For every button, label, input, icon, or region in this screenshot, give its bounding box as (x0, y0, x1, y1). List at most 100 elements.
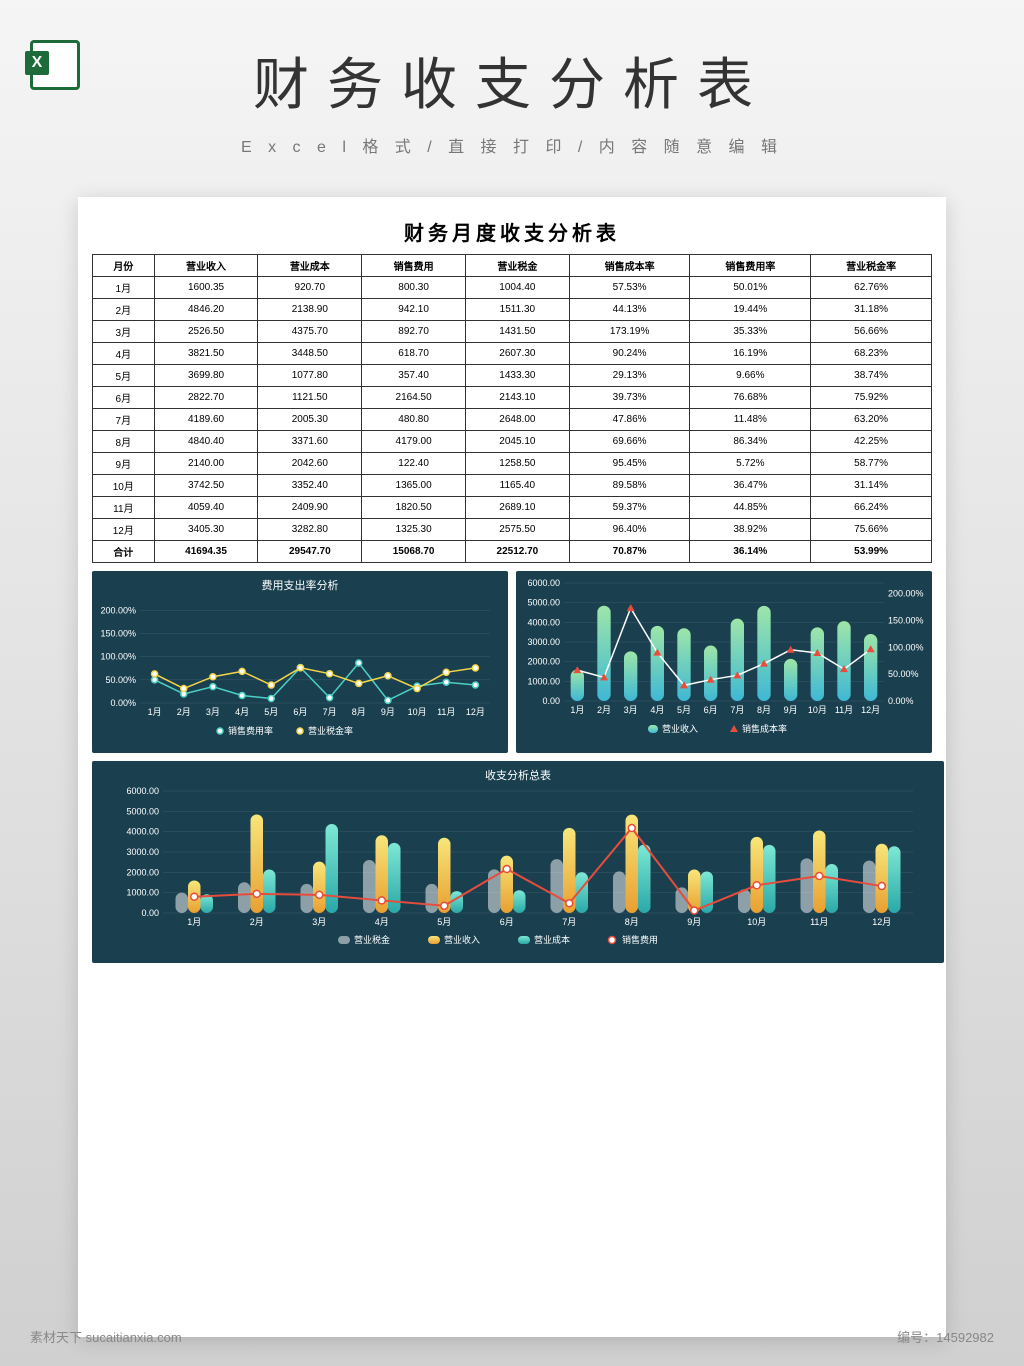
svg-text:7月: 7月 (730, 705, 744, 715)
table-row: 7月4189.602005.30480.802648.0047.86%11.48… (93, 409, 932, 431)
svg-text:9月: 9月 (687, 917, 701, 927)
document-preview: 财务月度收支分析表 月份营业收入营业成本销售费用营业税金销售成本率销售费用率营业… (78, 197, 946, 1337)
svg-text:1000.00: 1000.00 (527, 676, 560, 686)
svg-text:4000.00: 4000.00 (527, 617, 560, 627)
svg-text:4月: 4月 (375, 917, 389, 927)
table-row: 2月4846.202138.90942.101511.3044.13%19.44… (93, 299, 932, 321)
table-row: 1月1600.35920.70800.301004.4057.53%50.01%… (93, 277, 932, 299)
svg-text:100.00%: 100.00% (100, 652, 136, 662)
svg-text:6月: 6月 (293, 707, 307, 717)
chart-revenue-cost: 0.001000.002000.003000.004000.005000.006… (516, 571, 932, 753)
svg-text:5月: 5月 (264, 707, 278, 717)
svg-text:6000.00: 6000.00 (126, 787, 159, 796)
svg-text:4月: 4月 (235, 707, 249, 717)
svg-text:11月: 11月 (835, 705, 853, 715)
table-row: 12月3405.303282.801325.302575.5096.40%38.… (93, 519, 932, 541)
svg-text:0.00: 0.00 (542, 696, 560, 706)
svg-text:5000.00: 5000.00 (527, 598, 560, 608)
table-row: 3月2526.504375.70892.701431.50173.19%35.3… (93, 321, 932, 343)
subtitle: E x c e l 格 式 / 直 接 打 印 / 内 容 随 意 编 辑 (0, 133, 1024, 157)
doc-title: 财务月度收支分析表 (92, 211, 932, 254)
svg-text:2月: 2月 (597, 705, 611, 715)
table-row: 8月4840.403371.604179.002045.1069.66%86.3… (93, 431, 932, 453)
svg-text:150.00%: 150.00% (100, 628, 136, 638)
svg-text:2月: 2月 (250, 917, 264, 927)
svg-text:销售费用: 销售费用 (622, 934, 658, 945)
svg-text:10月: 10月 (408, 707, 427, 717)
svg-text:7月: 7月 (562, 917, 576, 927)
svg-text:6月: 6月 (704, 705, 718, 715)
svg-text:11月: 11月 (437, 707, 455, 717)
svg-text:6000.00: 6000.00 (527, 578, 560, 588)
svg-text:0.00: 0.00 (141, 908, 159, 918)
main-title: 财务收支分析表 (0, 40, 1024, 121)
svg-text:1月: 1月 (148, 707, 162, 717)
svg-text:5月: 5月 (677, 705, 691, 715)
svg-text:8月: 8月 (352, 707, 366, 717)
charts-row: 费用支出率分析 0.00% 50.00% 100.00% 150.00% 200.00%… (92, 571, 932, 753)
table-header: 营业税金 (465, 255, 569, 277)
table-row: 11月4059.402409.901820.502689.1059.37%44.… (93, 497, 932, 519)
svg-text:3月: 3月 (624, 705, 638, 715)
svg-text:12月: 12月 (872, 917, 891, 927)
svg-text:3000.00: 3000.00 (126, 847, 159, 857)
table-row: 9月2140.002042.60122.401258.5095.45%5.72%… (93, 453, 932, 475)
svg-text:100.00%: 100.00% (888, 642, 924, 652)
svg-text:5月: 5月 (437, 917, 451, 927)
chart-summary: 收支分析总表 0.001000.002000.003000.004000.005… (92, 761, 944, 963)
svg-text:营业成本: 营业成本 (534, 934, 570, 945)
svg-text:4月: 4月 (650, 705, 664, 715)
svg-text:7月: 7月 (323, 707, 337, 717)
table-header: 营业税金率 (811, 255, 932, 277)
svg-text:2000.00: 2000.00 (126, 867, 159, 877)
table-row: 10月3742.503352.401365.001165.4089.58%36.… (93, 475, 932, 497)
table-header: 营业收入 (154, 255, 258, 277)
svg-text:营业收入: 营业收入 (662, 723, 698, 734)
svg-text:5000.00: 5000.00 (126, 806, 159, 816)
excel-icon (30, 40, 80, 90)
svg-text:营业税金: 营业税金 (354, 934, 390, 945)
svg-text:150.00%: 150.00% (888, 616, 924, 626)
svg-text:11月: 11月 (810, 917, 828, 927)
table-header: 营业成本 (258, 255, 362, 277)
svg-text:9月: 9月 (784, 705, 798, 715)
svg-text:0.00%: 0.00% (110, 698, 136, 708)
svg-text:8月: 8月 (625, 917, 639, 927)
page-header: 财务收支分析表 E x c e l 格 式 / 直 接 打 印 / 内 容 随 … (0, 0, 1024, 177)
svg-text:营业税金率: 营业税金率 (308, 725, 353, 736)
footer-left: 素材天下 sucaitianxia.com (30, 1327, 182, 1346)
page-footer: 素材天下 sucaitianxia.com 编号：14592982 (0, 1327, 1024, 1346)
svg-text:营业收入: 营业收入 (444, 934, 480, 945)
svg-text:销售费用率: 销售费用率 (228, 725, 273, 736)
chart-title: 费用支出率分析 (98, 577, 502, 593)
svg-text:3月: 3月 (312, 917, 326, 927)
data-table: 月份营业收入营业成本销售费用营业税金销售成本率销售费用率营业税金率 1月1600… (92, 254, 932, 563)
svg-text:销售成本率: 销售成本率 (742, 723, 787, 734)
svg-text:8月: 8月 (757, 705, 771, 715)
svg-text:10月: 10月 (808, 705, 827, 715)
table-header: 销售费用率 (690, 255, 811, 277)
table-header: 销售费用 (362, 255, 466, 277)
svg-text:12月: 12月 (466, 707, 485, 717)
svg-text:0.00%: 0.00% (888, 696, 914, 706)
svg-text:50.00%: 50.00% (888, 669, 919, 679)
table-row: 5月3699.801077.80357.401433.3029.13%9.66%… (93, 365, 932, 387)
svg-text:4000.00: 4000.00 (126, 827, 159, 837)
table-header: 销售成本率 (569, 255, 690, 277)
svg-text:10月: 10月 (747, 917, 766, 927)
svg-text:3月: 3月 (206, 707, 220, 717)
svg-text:3000.00: 3000.00 (527, 637, 560, 647)
svg-text:2月: 2月 (177, 707, 191, 717)
svg-text:9月: 9月 (381, 707, 395, 717)
table-row: 6月2822.701121.502164.502143.1039.73%76.6… (93, 387, 932, 409)
svg-text:1月: 1月 (187, 917, 201, 927)
svg-text:12月: 12月 (861, 705, 880, 715)
table-row: 4月3821.503448.50618.702607.3090.24%16.19… (93, 343, 932, 365)
whitespace (92, 963, 932, 1323)
table-total-row: 合计41694.3529547.7015068.7022512.7070.87%… (93, 541, 932, 563)
chart-expense-rate: 费用支出率分析 0.00%50.00%100.00%150.00%200.00%… (92, 571, 508, 753)
svg-text:6月: 6月 (500, 917, 514, 927)
svg-text:1月: 1月 (570, 705, 584, 715)
svg-text:200.00%: 200.00% (888, 589, 924, 599)
chart-title: 收支分析总表 (98, 767, 938, 783)
